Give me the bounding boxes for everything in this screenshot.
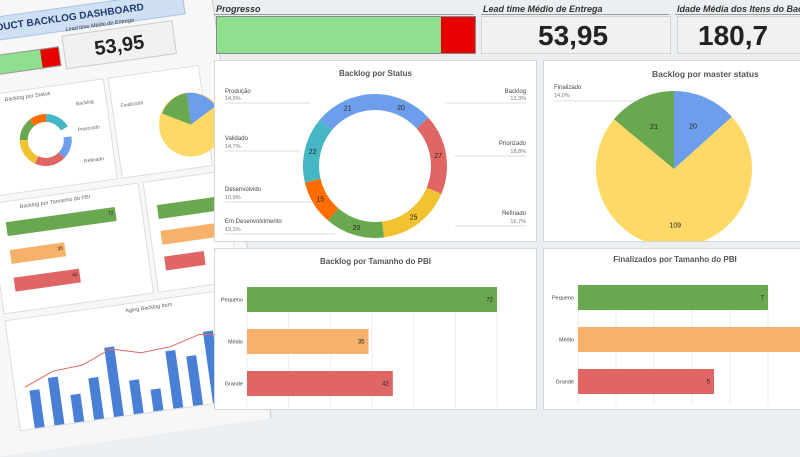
status-slice-label-2: 25 [410,214,418,221]
bar-grande [578,369,714,394]
legend-refinado: Refinado [501,211,526,217]
bar-pequeno [247,287,497,312]
category-label: Médio [559,338,574,344]
bar-grande [247,371,393,396]
progress-header-line [214,14,474,15]
legend-backlog: Backlog [504,89,526,95]
bar-médio [247,329,369,354]
progress-bar-remaining [441,17,475,53]
legend-producao: Produção [225,89,251,95]
lead-time-kpi: 53,95 [481,16,671,54]
master-slice-1 [596,116,752,241]
bar-value-label: 72 [486,298,493,304]
idade-kpi: 180,7 [677,16,800,54]
finalizados-size-chart: Pequeno 7 Médio Grande 5 [552,285,800,405]
master-slice-label-1: 109 [669,223,681,230]
idade-label: Idade Média dos Itens do Backlog [677,4,800,14]
legend-producao-pct: 14,9% [225,96,241,102]
status-slice-label-3: 20 [353,225,361,232]
left-pbi-bar-medio: 35 [9,242,67,264]
idade-header-line [675,14,800,15]
legend-validado: Validado [225,136,248,142]
status-slice-3 [327,208,385,238]
finalizados-size-card: Finalizados por Tamanho do PBI Pequeno 7 M… [543,248,800,410]
status-slice-2 [382,187,442,238]
left-status-donut [19,113,72,166]
category-label: Pequeno [552,296,574,302]
lead-time-label: Lead time Médio de Entrega [483,4,603,14]
master-slice-label-0: 20 [689,124,697,131]
status-slice-1 [416,117,447,194]
status-slice-0 [375,94,429,129]
backlog-status-title: Backlog por Status [339,69,412,78]
category-label: Grande [225,382,243,388]
lead-time-value: 53,95 [538,20,609,51]
lead-time-header-line [481,14,669,15]
idade-value: 180,7 [698,20,769,51]
backlog-status-card: Backlog por Status Produção 14,9% Valida… [214,60,537,242]
left-pbi-bar-grande: 42 [13,268,81,292]
pbi-size-card: Backlog por Tamanho do PBI Pequeno 72 Médi… [214,248,537,410]
status-slice-label-1: 27 [434,153,442,160]
bar-médio [578,327,800,352]
legend-desenvolvido: Desenvolvido [225,187,262,193]
legend-em-desenvolvimento-pct: 13,3% [225,227,241,233]
legend-desenvolvido-pct: 10,9% [225,195,241,201]
legend-backlog-pct: 13,3% [510,96,526,102]
status-slice-label-5: 22 [309,149,317,156]
pbi-size-title: Backlog por Tamanho do PBI [320,257,431,266]
pbi-size-chart: Pequeno 72 Médio 35 Grande 42 [221,287,498,407]
category-label: Pequeno [221,298,243,304]
bar-value-label: 42 [382,382,389,388]
left-finalizado-label: Finalizado [120,100,144,110]
status-slice-5 [303,120,332,183]
backlog-status-donut: 20 27 25 20 15 22 21 [225,94,526,238]
bar-value-label: 35 [358,340,365,346]
status-slice-label-6: 21 [344,106,352,113]
left-pbi-card: Backlog por Tamanho do PBI 72 35 42 [0,182,155,315]
status-slice-label-4: 15 [316,197,324,204]
master-slice-0 [674,91,732,169]
status-slice-4 [304,178,339,221]
finalizados-size-title: Finalizados por Tamanho do PBI [613,255,737,264]
legend-em-desenvolvimento: Em Desenvolvimento [225,219,282,225]
master-slice-2 [613,91,674,169]
left-progress-bar [0,46,62,79]
left-lead-time-box: Lead time Médio de Entrega 53,95 [61,18,178,70]
left-refinado-label: Refinado [83,156,105,165]
bar-pequeno [578,285,768,310]
left-status-title: Backlog por Status [4,90,51,104]
category-label: Médio [228,340,243,346]
master-finalizado-label: Finalizado [554,85,582,91]
left-master-card: Finalizado [107,64,223,179]
progress-bar [216,16,476,54]
bar-value-label: 5 [707,380,711,386]
left-lead-time-value: 53,95 [93,31,146,61]
left-master-pie [158,92,223,157]
progress-label: Progresso [216,4,261,14]
bar-value-label: 7 [761,296,765,302]
status-slice-6 [319,94,375,131]
left-priorizado-label: Priorizado [77,124,101,134]
master-status-title: Backlog por master status [652,69,759,79]
legend-priorizado: Priorizado [498,141,526,147]
status-slice-label-0: 20 [397,105,405,112]
master-status-card: Backlog por master status Finalizado 14,… [543,60,800,242]
left-pbi-bar-pequeno: 72 [5,206,117,237]
master-status-pie: 20 109 21 [554,91,752,241]
left-status-card: Backlog por Status Backlog Priorizado Re… [0,78,118,198]
legend-validado-pct: 14,7% [225,144,241,150]
legend-refinado-pct: 16,7% [510,219,526,225]
category-label: Grande [556,380,574,386]
left-pbi-title: Backlog por Tamanho do PBI [19,194,91,211]
master-slice-label-2: 21 [650,124,658,131]
master-finalizado-pct: 14,0% [554,93,570,99]
legend-priorizado-pct: 18,8% [510,149,526,155]
left-backlog-label: Backlog [75,98,95,108]
